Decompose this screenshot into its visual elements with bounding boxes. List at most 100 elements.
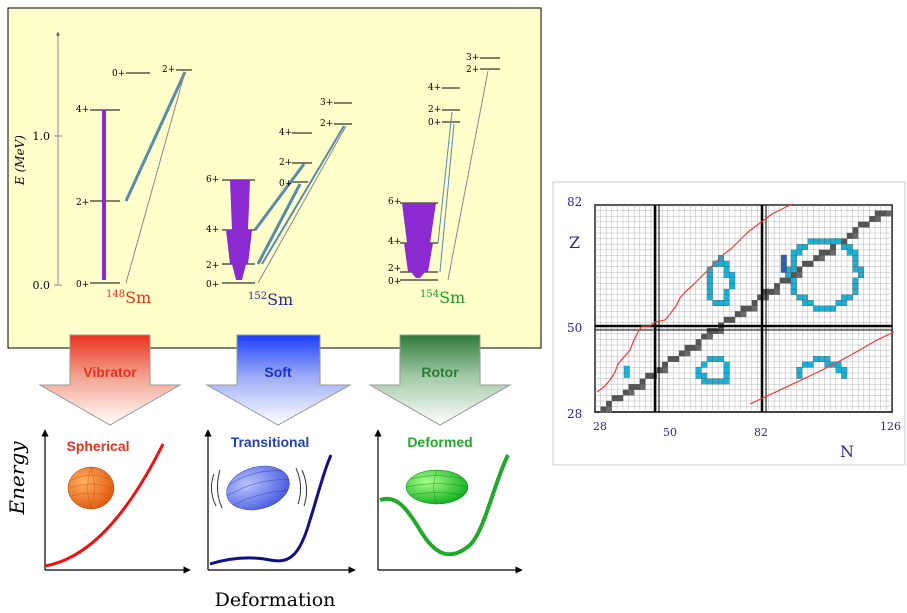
level-label: 6+ <box>388 197 401 207</box>
nucleus-152sm: 0+ 2+ 4+ 6+ 0+ 2+ 4+ 2+ 3+ 152Sm <box>206 98 352 309</box>
transition-line <box>439 123 455 273</box>
nuclide-cell <box>678 350 685 357</box>
level-label: 4+ <box>206 225 219 235</box>
nuclide-cell <box>667 356 674 362</box>
level-scheme-panel: 0.0 1.0 E (MeV) 0+ 2+ 4+ 0+ 2+ 148Sm <box>7 7 542 349</box>
arrow-rotor: Rotor <box>368 334 512 426</box>
panel-deformed: Deformed <box>374 429 523 574</box>
nuclide-cell <box>835 300 842 306</box>
transition-bar <box>102 110 106 280</box>
potential-curve <box>44 443 165 568</box>
level-label: 6+ <box>206 175 219 185</box>
transition-line <box>257 125 347 284</box>
level-label: 2+ <box>428 105 441 115</box>
nuclide-cell <box>740 311 747 318</box>
energy-label: Energy <box>5 441 29 516</box>
nuclide-cell <box>852 232 859 239</box>
nuclide-cell <box>830 305 836 312</box>
nuclide-cell <box>780 260 787 267</box>
arrow-label: Soft <box>264 364 292 380</box>
nuclide-cell <box>841 294 848 301</box>
panel-label: Spherical <box>66 438 129 454</box>
nuclide-cell <box>723 294 730 301</box>
nuclide-cell <box>706 266 713 273</box>
nuclide-cell <box>606 406 612 413</box>
nuclide-cell <box>796 244 803 250</box>
nuclide-cell <box>729 316 736 323</box>
nuclide-cell <box>774 288 780 295</box>
nuclide-cell <box>790 283 797 290</box>
nuclide-cell <box>706 277 713 284</box>
nucleus-label: 154Sm <box>420 288 465 307</box>
nuclide-cell <box>846 232 853 239</box>
transition-line <box>447 70 489 281</box>
transition-line <box>256 183 302 265</box>
nuclide-cell <box>780 266 787 273</box>
transition-line <box>253 163 306 231</box>
nuclide-cell <box>723 260 730 267</box>
nuclide-cell <box>623 365 630 372</box>
level-label: 3+ <box>466 53 479 63</box>
nuclide-cell <box>628 389 635 396</box>
nuclide-cell <box>706 328 713 334</box>
z-tick: 28 <box>567 407 582 421</box>
nuclide-cell <box>617 395 624 402</box>
nuclide-cell <box>718 378 724 385</box>
nuclide-cell <box>712 300 719 306</box>
nuclide-cell <box>852 255 859 262</box>
nuclide-cell <box>712 328 719 334</box>
level-label: 3+ <box>320 98 333 108</box>
z-axis-label: Z <box>569 233 580 252</box>
nucleus-154sm: 0+ 2+ 4+ 6+ 0+ 2+ 4+ 2+ 3+ 154Sm <box>388 53 500 307</box>
nuclide-cell <box>796 294 803 301</box>
nuclide-cell <box>807 300 814 306</box>
nuclide-cell <box>785 277 792 284</box>
level-label: 0+ <box>428 118 441 128</box>
nuclide-cell <box>706 294 713 301</box>
nuclide-cell <box>835 367 842 374</box>
nuclide-cell <box>718 260 724 267</box>
nuclide-cell <box>818 249 825 256</box>
nuclide-cell <box>606 400 612 407</box>
proton-drip-line <box>596 203 794 393</box>
nuclide-cell <box>701 361 708 368</box>
nuclide-cell <box>858 221 864 228</box>
nuclide-cell <box>846 249 853 256</box>
nuclide-cell <box>790 288 797 295</box>
nuclide-cell <box>852 249 859 256</box>
nuclide-cell <box>623 371 630 378</box>
panel-label: Transitional <box>231 434 310 450</box>
nuclide-cell <box>673 356 680 362</box>
level-scheme-background <box>7 7 542 349</box>
transition-line <box>124 71 187 202</box>
nuclide-cell <box>780 254 787 261</box>
potential-curve <box>209 454 333 566</box>
transition-band <box>402 203 436 278</box>
nuclide-cell <box>706 333 713 340</box>
nuclide-cell <box>729 277 736 284</box>
nuclide-cell <box>740 305 747 312</box>
nuclide-cell <box>796 266 803 273</box>
nuclide-cell <box>841 367 848 374</box>
nuclide-cell <box>863 221 870 228</box>
n-tick: 82 <box>754 426 768 439</box>
nuclide-cell <box>807 260 814 267</box>
nuclide-cell <box>690 344 696 351</box>
nuclide-cell <box>846 244 853 250</box>
nuclide-cell <box>751 305 758 312</box>
nuclide-cell <box>835 238 842 245</box>
nuclide-cell <box>880 210 887 217</box>
level-label: 2+ <box>320 119 333 129</box>
nuclide-cell <box>852 283 859 290</box>
panel-transitional: Transitional <box>204 429 356 574</box>
nuclide-cell <box>886 210 892 217</box>
nucleus-148sm: 0+ 2+ 4+ 0+ 2+ 148Sm <box>76 65 192 307</box>
transition-band <box>226 180 252 280</box>
level-label: 0+ <box>206 280 219 290</box>
nuclide-cells <box>600 210 892 413</box>
nuclide-cell <box>802 294 808 301</box>
nuclide-cell <box>701 372 708 379</box>
vibration-marks-icon <box>210 467 308 509</box>
nuclide-cell <box>695 344 702 351</box>
nuclide-cell <box>802 300 808 306</box>
